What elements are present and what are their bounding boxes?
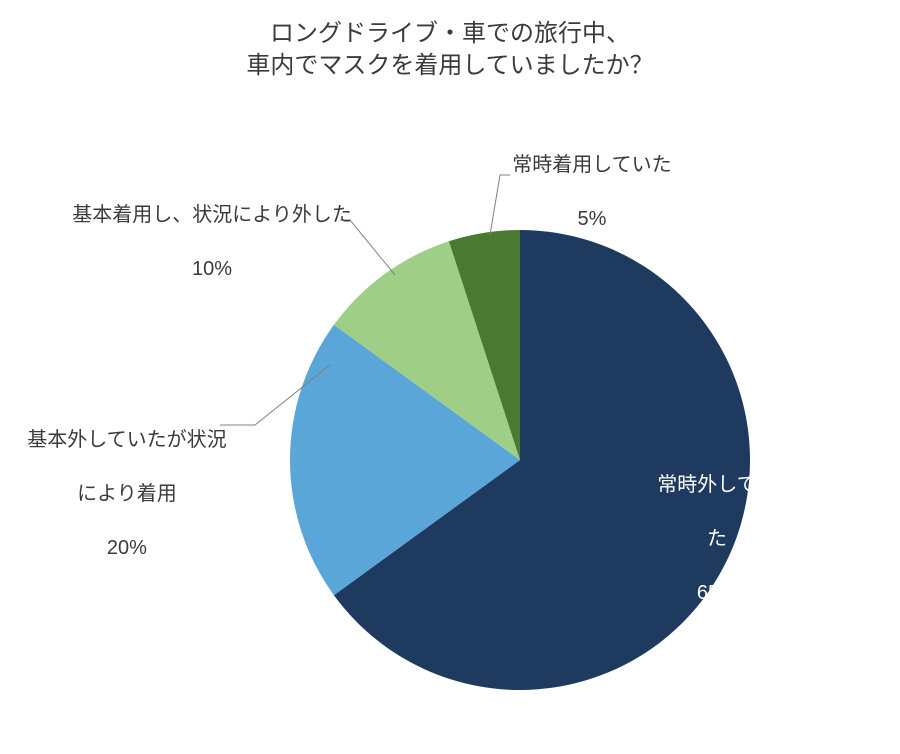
callout-mostly-off: 基本外していたが状況 により着用 20%: [5, 400, 227, 589]
callout-always-on-text: 常時着用していた: [512, 154, 671, 176]
callout-always-on: 常時着用していた 5%: [490, 125, 672, 260]
in-slice-always-off-text2: た: [707, 528, 727, 550]
callout-mostly-off-pct: 20%: [107, 537, 147, 559]
in-slice-always-off: 常時外してい た 65%: [635, 445, 777, 634]
callout-mostly-on: 基本着用し、状況により外した 10%: [50, 175, 352, 310]
callout-mostly-on-pct: 10%: [192, 258, 232, 280]
chart-stage: ロングドライブ・車での旅行中、 車内でマスクを着用していましたか？ 常時着用して…: [0, 0, 900, 754]
in-slice-always-off-text1: 常時外してい: [657, 474, 776, 496]
callout-mostly-off-text2: により着用: [77, 483, 177, 505]
callout-always-on-pct: 5%: [577, 208, 606, 230]
callout-mostly-on-text: 基本着用し、状況により外した: [72, 204, 352, 226]
in-slice-always-off-pct: 65%: [697, 582, 737, 604]
callout-mostly-off-text1: 基本外していたが状況: [27, 429, 226, 451]
